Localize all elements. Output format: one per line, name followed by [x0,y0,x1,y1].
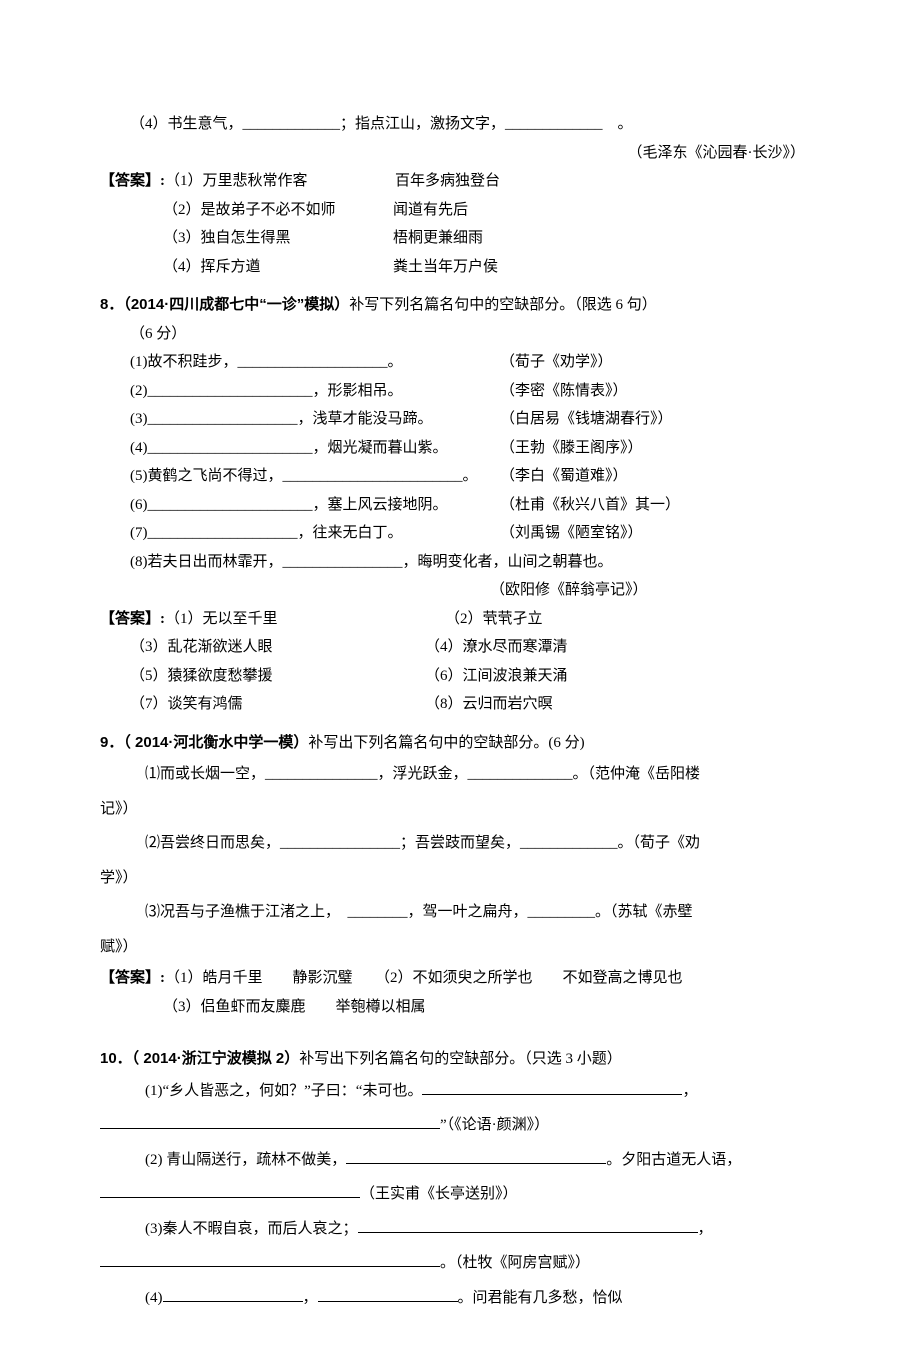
q10-body: (1)“乡人皆恶之，何如？”子曰：“未可也。， ”（《论语·颜渊》） (2) 青… [100,1074,820,1316]
q10-l2c: （王实甫《长亭送别》） [360,1186,518,1202]
q8-a8: （8）云归而岩穴暝 [425,690,553,719]
q9-heading: 9．（ 2014·河北衡水中学一模）补写出下列名篇名句中的空缺部分。(6 分) [100,729,820,758]
q10-l1a: (1)“乡人皆恶之，何如？”子曰：“未可也。 [145,1083,422,1099]
q10-l3: (3)秦人不暇自哀，而后人哀之；， [100,1212,820,1247]
q9-a1: （1）皓月千里 静影沉璧 （2）不如须臾之所学也 不如登高之博见也 [165,970,683,986]
q8-a1: （1）无以至千里 [165,605,445,634]
q10-l3a: (3)秦人不暇自哀，而后人哀之； [145,1221,358,1237]
q8-l7-text: (7)____________________，往来无白丁。 [130,519,500,548]
q8-head-tail: 补写下列名篇名句中的空缺部分。（限选 6 句） [349,297,657,313]
q10-l4a: (4) [145,1290,163,1306]
fill-blank[interactable] [358,1217,698,1233]
top-a2l: （2）是故弟子不必不如师 [163,196,393,225]
answer-label: 【答案】: [100,605,165,634]
q8-heading: 8．（2014·四川成都七中“一诊”模拟）补写下列名篇名句中的空缺部分。（限选 … [100,291,820,320]
q9-head-tail: 补写出下列名篇名句中的空缺部分。(6 分) [308,735,584,751]
q10-l1-cont: ”（《论语·颜渊》） [100,1108,820,1143]
q8-s3: （白居易《钱塘湖春行》） [500,405,673,434]
q10-l4: (4)，。问君能有几多愁，恰似 [100,1281,820,1316]
top-q4-source: （毛泽东《沁园春·长沙》） [100,139,820,168]
answer-label: 【答案】: [100,167,165,196]
q10-head-bold: 10．（ 2014·浙江宁波模拟 2） [100,1050,299,1067]
q9-l3: ⑶况吾与子渔樵于江渚之上， ________，驾一叶之扁舟，_________。… [100,895,820,930]
q8-s5: （李白《蜀道难》） [500,462,628,491]
q10-l2: (2) 青山隔送行，疏林不做美， 。夕阳古道无人语， [100,1143,820,1178]
top-answer-row4: （4）挥斥方遒 粪土当年万户侯 [100,253,820,282]
q9-l3b: 赋》） [100,930,820,965]
q8-a4: （4）潦水尽而寒潭清 [425,633,568,662]
q8-s7: （刘禹锡《陋室铭》） [500,519,643,548]
top-a3r: 梧桐更兼细雨 [393,224,483,253]
q8-a5: （5）猿猱欲度愁攀援 [130,662,425,691]
q8-l3-text: (3)____________________，浅草才能没马蹄。 [130,405,500,434]
q8-l4-text: (4)______________________，烟光凝而暮山紫。 [130,434,500,463]
q8-a2: （2）茕茕孑立 [445,605,543,634]
q9-a2: （3）侣鱼虾而友麋鹿 举匏樽以相属 [100,993,820,1022]
q9-ans1: 【答案】:（1）皓月千里 静影沉璧 （2）不如须臾之所学也 不如登高之博见也 [100,964,820,993]
q10-l2a: (2) 青山隔送行，疏林不做美， [145,1152,346,1168]
fill-blank[interactable] [422,1079,682,1095]
q8-sub: （6 分） [100,320,820,349]
q10-l2-cont: （王实甫《长亭送别》） [100,1177,820,1212]
fill-blank[interactable] [163,1286,303,1302]
fill-blank[interactable] [100,1251,440,1267]
q9-l2b: 学》） [100,861,820,896]
q9-l1: ⑴而或长烟一空，_______________，浮光跃金，___________… [100,757,820,792]
q10-l2b: 。夕阳古道无人语， [606,1152,741,1168]
q8-l8b: （欧阳修《醉翁亭记》） [100,576,820,605]
q10-l3-cont: 。（杜牧《阿房宫赋》） [100,1246,820,1281]
q9-head-bold: 9．（ 2014·河北衡水中学一模） [100,734,308,751]
q8-l1-text: (1)故不积跬步，____________________。 [130,348,500,377]
q9-body: ⑴而或长烟一空，_______________，浮光跃金，___________… [100,757,820,964]
fill-blank[interactable] [100,1113,440,1129]
top-answer-row3: （3）独自怎生得黑 梧桐更兼细雨 [100,224,820,253]
q8-s2: （李密《陈情表》） [500,377,628,406]
q8-ans-row4: （7）谈笑有鸿儒 （8）云归而岩穴暝 [100,690,820,719]
q8-l8: (8)若夫日出而林霏开，________________，晦明变化者，山间之朝暮… [100,548,820,577]
top-answer-row2: （2）是故弟子不必不如师 闻道有先后 [100,196,820,225]
q8-l5: (5)黄鹤之飞尚不得过，________________________。（李白… [100,462,820,491]
top-a1r: 百年多病独登台 [395,167,500,196]
q8-a3: （3）乱花渐欲迷人眼 [130,633,425,662]
q8-s6: （杜甫《秋兴八首》其一） [500,491,680,520]
top-a2r: 闻道有先后 [393,196,468,225]
q8-head-bold: 8．（2014·四川成都七中“一诊”模拟） [100,296,349,313]
q8-l7: (7)____________________，往来无白丁。（刘禹锡《陋室铭》） [100,519,820,548]
q10-l4b: 。问君能有几多愁，恰似 [458,1290,623,1306]
top-a4l: （4）挥斥方遒 [163,253,393,282]
fill-blank[interactable] [100,1182,360,1198]
q10-heading: 10．（ 2014·浙江宁波模拟 2）补写出下列名篇名句的空缺部分。（只选 3 … [100,1045,820,1074]
q8-ans-row2: （3）乱花渐欲迷人眼 （4）潦水尽而寒潭清 [100,633,820,662]
q8-ans-row1: 【答案】: （1）无以至千里 （2）茕茕孑立 [100,605,820,634]
q9-l1b: 记》） [100,792,820,827]
fill-blank[interactable] [318,1286,458,1302]
top-a1l: （1）万里悲秋常作客 [165,167,395,196]
q10-head-tail: 补写出下列名篇名句的空缺部分。（只选 3 小题） [299,1051,622,1067]
q10-l1: (1)“乡人皆恶之，何如？”子曰：“未可也。， [100,1074,820,1109]
q8-l5-text: (5)黄鹤之飞尚不得过，________________________。 [130,462,500,491]
q8-l2-text: (2)______________________，形影相吊。 [130,377,500,406]
top-a3l: （3）独自怎生得黑 [163,224,393,253]
page-root: （4）书生意气，_____________；指点江山，激扬文字，________… [0,0,920,1365]
q8-l2: (2)______________________，形影相吊。（李密《陈情表》） [100,377,820,406]
q10-l3b: 。（杜牧《阿房宫赋》） [440,1255,590,1271]
fill-blank[interactable] [346,1148,606,1164]
top-answer-row1: 【答案】: （1）万里悲秋常作客 百年多病独登台 [100,167,820,196]
q8-l4: (4)______________________，烟光凝而暮山紫。（王勃《滕王… [100,434,820,463]
answer-label: 【答案】: [100,970,165,986]
q8-s1: （荀子《劝学》） [500,348,613,377]
q8-l6: (6)______________________，塞上风云接地阴。（杜甫《秋兴… [100,491,820,520]
top-a4r: 粪土当年万户侯 [393,253,498,282]
q8-ans-row3: （5）猿猱欲度愁攀援 （6）江间波浪兼天涌 [100,662,820,691]
q8-a6: （6）江间波浪兼天涌 [425,662,568,691]
q8-a7: （7）谈笑有鸿儒 [130,690,425,719]
q9-l2: ⑵吾尝终日而思矣，________________；吾尝跂而望矣，_______… [100,826,820,861]
q8-l3: (3)____________________，浅草才能没马蹄。（白居易《钱塘湖… [100,405,820,434]
q8-l1: (1)故不积跬步，____________________。（荀子《劝学》） [100,348,820,377]
q8-l6-text: (6)______________________，塞上风云接地阴。 [130,491,500,520]
top-q4: （4）书生意气，_____________；指点江山，激扬文字，________… [100,110,820,139]
q10-l1b: ”（《论语·颜渊》） [440,1117,549,1133]
q8-s4: （王勃《滕王阁序》） [500,434,643,463]
